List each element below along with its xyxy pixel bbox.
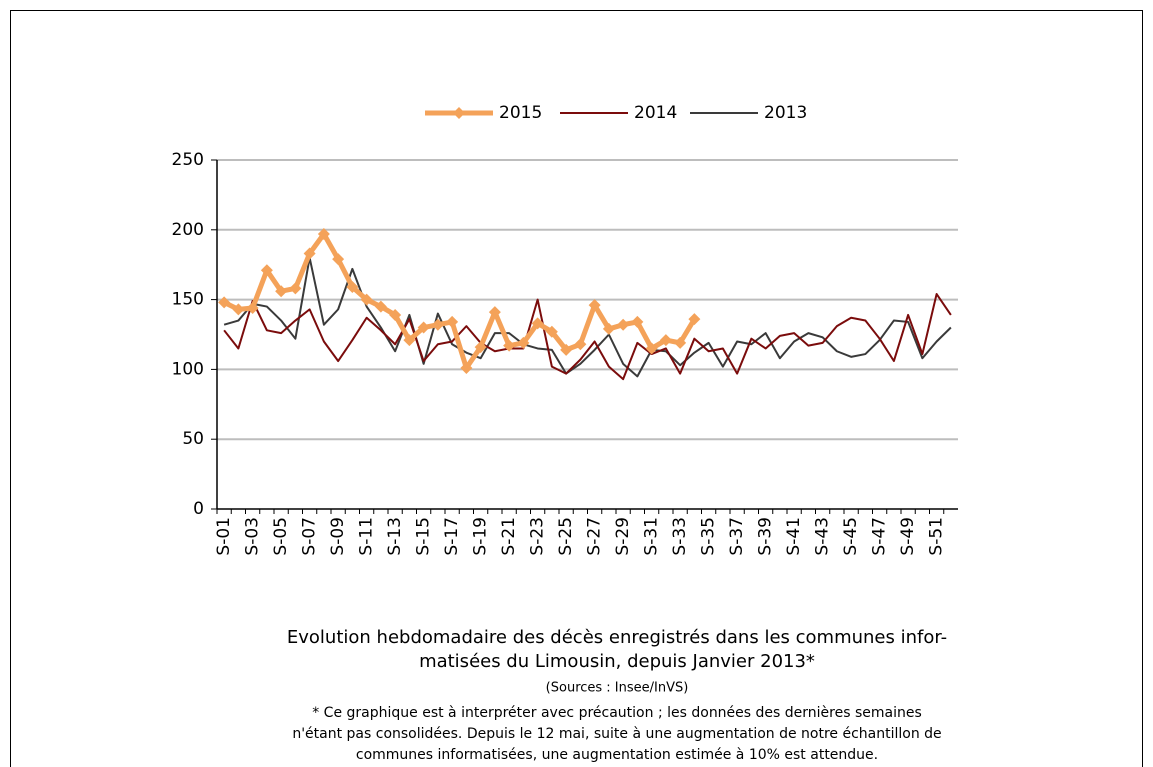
y-tick-label: 0 <box>193 499 204 519</box>
point <box>617 318 630 331</box>
x-tick-label: S-25 <box>556 517 576 556</box>
x-tick-label: S-19 <box>471 517 491 556</box>
legend-label: 2013 <box>764 103 807 123</box>
point <box>517 336 530 349</box>
legend-marker <box>453 107 465 119</box>
y-tick-label: 250 <box>172 150 204 170</box>
note: * Ce graphique est à interpréter avec pr… <box>312 705 922 721</box>
point <box>289 282 302 295</box>
point <box>659 334 672 347</box>
x-tick-label: S-35 <box>699 517 719 556</box>
caption: Evolution hebdomadaire des décès enregis… <box>287 627 947 648</box>
note: n'étant pas consolidées. Depuis le 12 ma… <box>292 726 941 742</box>
point <box>303 247 316 260</box>
point <box>688 313 701 326</box>
x-tick-label: S-01 <box>214 517 234 556</box>
x-tick-label: S-45 <box>841 517 861 556</box>
x-tick-label: S-05 <box>271 517 291 556</box>
legend-label: 2014 <box>634 103 677 123</box>
point <box>545 325 558 338</box>
x-tick-label: S-31 <box>642 517 662 556</box>
point <box>645 342 658 355</box>
x-tick-label: S-15 <box>414 517 434 556</box>
point <box>602 322 615 335</box>
point <box>674 336 687 349</box>
point <box>531 317 544 330</box>
x-tick-label: S-47 <box>870 517 890 556</box>
point <box>218 296 231 309</box>
y-tick-label: 200 <box>172 220 204 240</box>
point <box>417 321 430 334</box>
point <box>574 338 587 351</box>
point <box>317 227 330 240</box>
x-tick-label: S-37 <box>727 517 747 556</box>
point <box>389 308 402 321</box>
x-tick-label: S-33 <box>670 517 690 556</box>
point <box>332 253 345 266</box>
x-tick-label: S-03 <box>243 517 263 556</box>
point <box>374 300 387 313</box>
x-tick-label: S-49 <box>898 517 918 556</box>
series-line <box>223 231 697 371</box>
x-tick-label: S-43 <box>813 517 833 556</box>
x-tick-label: S-21 <box>499 517 519 556</box>
point <box>260 264 273 277</box>
point <box>246 301 259 314</box>
x-tick-label: S-23 <box>528 517 548 556</box>
point <box>275 285 288 298</box>
note: communes informatisées, une augmentation… <box>356 747 878 763</box>
y-tick-label: 150 <box>172 290 204 310</box>
x-tick-label: S-07 <box>300 517 320 556</box>
point <box>474 341 487 354</box>
point <box>232 303 245 316</box>
x-tick-label: S-39 <box>756 517 776 556</box>
x-tick-label: S-29 <box>613 517 633 556</box>
y-tick-label: 50 <box>182 429 204 449</box>
series-line <box>223 256 952 378</box>
x-tick-label: S-11 <box>357 517 377 556</box>
y-tick-label: 100 <box>172 359 204 379</box>
point <box>346 281 359 294</box>
point <box>503 339 516 352</box>
x-tick-label: S-13 <box>385 517 405 556</box>
frame <box>10 10 1143 767</box>
point <box>460 362 473 375</box>
point <box>488 306 501 319</box>
point <box>403 334 416 347</box>
series-line <box>223 293 952 381</box>
x-tick-label: S-09 <box>328 517 348 556</box>
point <box>446 315 459 328</box>
point <box>560 343 573 356</box>
x-tick-label: S-17 <box>442 517 462 556</box>
point <box>431 318 444 331</box>
x-tick-label: S-41 <box>784 517 804 556</box>
x-tick-label: S-51 <box>927 517 947 556</box>
caption: matisées du Limousin, depuis Janvier 201… <box>419 651 815 672</box>
point <box>588 299 601 312</box>
point <box>360 293 373 306</box>
legend-label: 2015 <box>499 103 542 123</box>
source: (Sources : Insee/InVS) <box>546 681 689 696</box>
x-tick-label: S-27 <box>585 517 605 556</box>
point <box>631 315 644 328</box>
